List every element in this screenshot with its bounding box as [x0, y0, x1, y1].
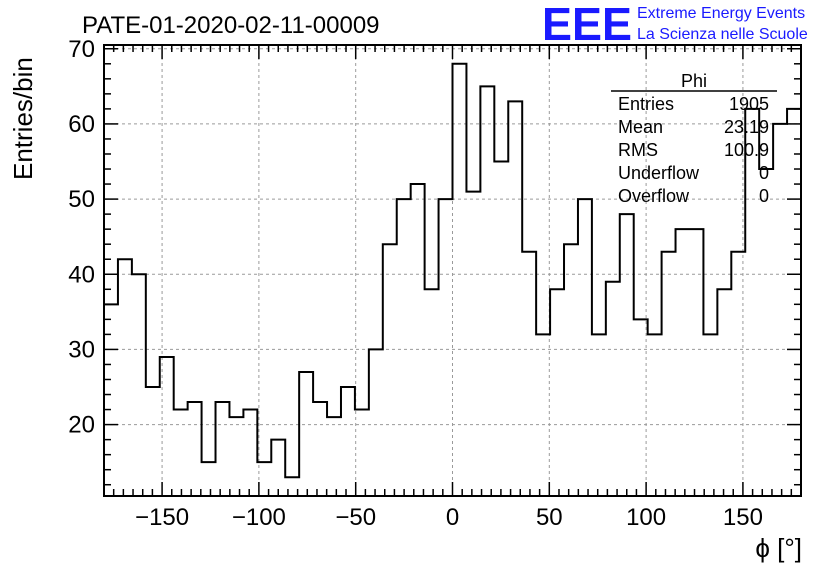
stats-rows: Entries 1905 Mean 23.19 RMS 100.9 Underflow 0 Ov… [618, 94, 769, 206]
stats-row-label: Underflow [618, 163, 700, 183]
x-tick-label: 100 [626, 504, 666, 531]
y-axis-label: Entries/bin [8, 57, 38, 180]
x-tick-label: 150 [723, 504, 763, 531]
y-tick-label: 50 [68, 186, 95, 213]
logo-line-2: La Scienza nelle Scuole [637, 26, 808, 43]
x-tick-label: −50 [335, 504, 376, 531]
x-tick-label: 50 [536, 504, 563, 531]
y-tick-labels: 20 30 40 50 60 70 [68, 36, 95, 439]
x-tick-label: −100 [232, 504, 286, 531]
eee-logo: EEE Extreme Energy Events La Scienza nel… [542, 0, 808, 50]
stats-row-value: 0 [759, 186, 769, 206]
stats-row-value: 23.19 [724, 117, 769, 137]
stats-row-label: Overflow [618, 186, 690, 206]
x-tick-label: 0 [446, 504, 459, 531]
stats-row-value: 100.9 [724, 140, 769, 160]
logo-mark: EEE [542, 0, 632, 50]
y-tick-label: 20 [68, 412, 95, 439]
stats-row-label: RMS [618, 140, 658, 160]
x-axis-label: ϕ [°] [755, 533, 802, 563]
axis-ticks [104, 45, 801, 496]
stats-row-value: 0 [759, 163, 769, 183]
stats-box: Phi Entries 1905 Mean 23.19 RMS 100.9 Underflo… [611, 71, 777, 206]
x-tick-labels: −150 −100 −50 0 50 100 150 [135, 504, 763, 531]
chart-title: PATE-01-2020-02-11-00009 [82, 12, 380, 39]
stats-row-value: 1905 [729, 94, 769, 114]
y-tick-label: 70 [68, 36, 95, 63]
y-tick-label: 30 [68, 336, 95, 363]
logo-line-1: Extreme Energy Events [637, 5, 805, 22]
histogram-line [104, 62, 801, 479]
x-tick-label: −150 [135, 504, 189, 531]
y-tick-label: 60 [68, 111, 95, 138]
stats-row-label: Entries [618, 94, 674, 114]
stats-row-label: Mean [618, 117, 663, 137]
stats-title: Phi [681, 71, 707, 91]
y-tick-label: 40 [68, 261, 95, 288]
